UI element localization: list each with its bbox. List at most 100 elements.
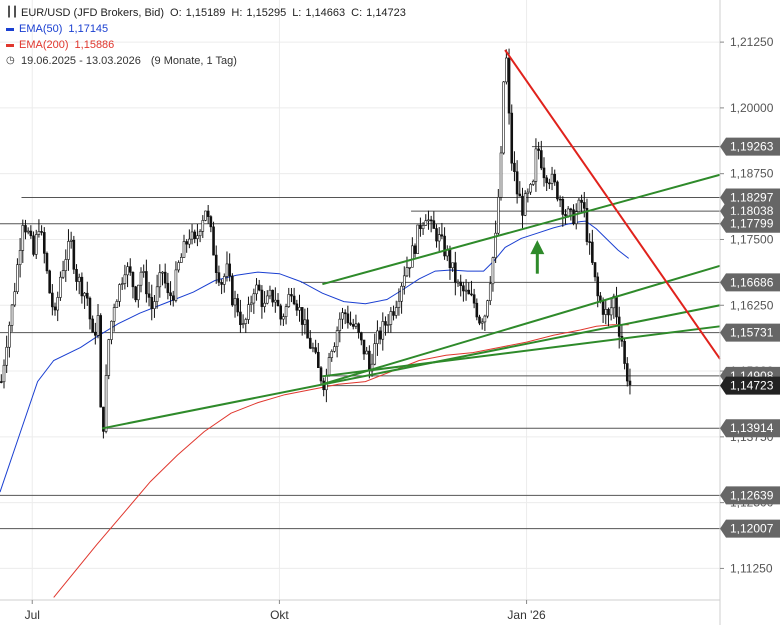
- candle-body: [193, 231, 197, 239]
- candle-body: [308, 337, 312, 349]
- candle-body: [163, 271, 167, 284]
- candle-body: [357, 323, 360, 333]
- candle-body: [365, 350, 368, 355]
- candle-body: [432, 220, 436, 229]
- candle-body: [542, 167, 546, 179]
- candle-body: [349, 322, 352, 325]
- candle-body: [24, 225, 27, 233]
- candle-body: [335, 330, 339, 347]
- candle-body: [359, 332, 363, 341]
- candle-body: [228, 263, 231, 277]
- price-tick-label: 1,17500: [730, 232, 774, 246]
- candle-body: [368, 350, 371, 372]
- ohlc-open: 1,15189: [185, 7, 226, 19]
- candle-body: [317, 351, 320, 369]
- candle-body: [424, 220, 428, 226]
- candle-body: [343, 312, 347, 315]
- candle-body: [85, 292, 89, 299]
- time-tick-label: Okt: [270, 608, 289, 622]
- level-tag: [720, 323, 780, 342]
- candlestick-icon: ┃┃: [6, 7, 19, 18]
- ema-lines: [0, 220, 630, 598]
- ohlc-high: 1,15295: [246, 7, 287, 19]
- candle-body: [64, 259, 68, 271]
- candle-body: [271, 289, 274, 303]
- ema-line: [0, 220, 630, 493]
- candle-body: [459, 281, 463, 287]
- candle-body: [537, 148, 540, 151]
- candle-body: [21, 225, 25, 251]
- candle-body: [96, 315, 100, 336]
- level-tag: [720, 376, 780, 395]
- candle-body: [421, 225, 425, 230]
- candle-body: [561, 198, 565, 215]
- candle-body: [217, 272, 221, 283]
- candle-body: [69, 239, 73, 242]
- candle-body: [120, 283, 124, 285]
- candle-body: [472, 294, 476, 304]
- price-tick-label: 1,18750: [730, 167, 774, 181]
- candle-body: [88, 297, 92, 320]
- candle-body: [462, 285, 465, 292]
- candle-body: [0, 381, 3, 383]
- candle-body: [244, 319, 248, 324]
- candle-body: [153, 301, 156, 309]
- candle-body: [290, 294, 293, 297]
- level-tag: [720, 419, 780, 438]
- ema50-name: EMA(50): [19, 23, 63, 35]
- candle-body: [601, 301, 605, 315]
- candle-body: [529, 184, 532, 193]
- candle-body: [545, 177, 548, 184]
- candle-body: [131, 272, 135, 288]
- candle-body: [67, 241, 70, 260]
- ema200-value: 1,15886: [74, 39, 115, 51]
- level-tag-label: 1,18297: [730, 191, 774, 205]
- candle-body: [319, 367, 323, 382]
- legend-ema50[interactable]: EMA(50) 1,17145: [6, 21, 406, 37]
- level-tag-label: 1,17799: [730, 217, 774, 231]
- trendline: [322, 264, 721, 386]
- legend-ema200[interactable]: EMA(200) 1,15886: [6, 37, 406, 53]
- candle-body: [53, 306, 57, 311]
- candle-body: [381, 321, 385, 340]
- candle-body: [155, 286, 159, 302]
- candle-body: [464, 289, 468, 292]
- candle-body: [416, 224, 420, 254]
- candle-body: [572, 209, 575, 225]
- candle-body: [212, 226, 215, 256]
- candle-body: [99, 315, 103, 408]
- candle-body: [298, 307, 301, 311]
- candle-body: [389, 311, 393, 325]
- trendline: [101, 304, 721, 430]
- candle-body: [126, 266, 129, 276]
- candle-body: [362, 339, 366, 355]
- candle-body: [392, 311, 395, 316]
- candle-body: [102, 406, 105, 432]
- candle-body: [185, 241, 188, 245]
- candle-body: [40, 231, 43, 233]
- candle-body: [429, 219, 433, 222]
- candle-body: [2, 364, 6, 383]
- candle-body: [378, 330, 382, 340]
- candle-body: [233, 298, 237, 306]
- candle-body: [45, 253, 49, 272]
- candle-body: [370, 363, 374, 372]
- candle-body: [451, 262, 454, 269]
- candle-body: [510, 112, 514, 164]
- candle-body: [61, 270, 65, 278]
- candle-body: [523, 193, 527, 216]
- level-tag-label: 1,12007: [730, 522, 774, 536]
- candle-body: [351, 324, 355, 327]
- candle-body: [10, 304, 14, 326]
- candle-body: [241, 323, 245, 325]
- candle-body: [550, 173, 554, 184]
- candle-body: [236, 298, 240, 313]
- candle-body: [566, 208, 570, 217]
- candle-body: [397, 300, 401, 308]
- candle-body: [220, 282, 223, 285]
- candle-body: [16, 264, 19, 293]
- ohlc-low: 1,14663: [305, 7, 346, 19]
- candle-body: [491, 257, 495, 285]
- candle-body: [284, 306, 288, 317]
